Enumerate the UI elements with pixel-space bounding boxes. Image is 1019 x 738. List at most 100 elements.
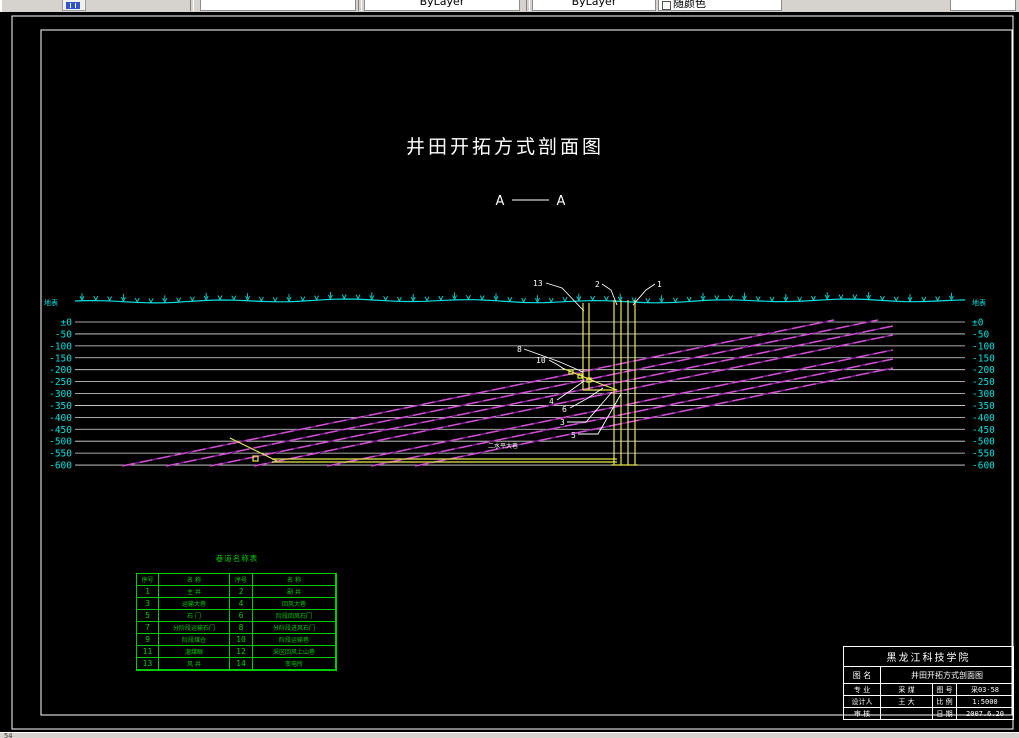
vegetation-tick xyxy=(341,294,347,300)
chamber xyxy=(568,369,574,375)
legend-name-cell: 石 门 xyxy=(159,610,230,622)
toolbar-partial-control[interactable] xyxy=(950,0,1016,11)
vegetation-tick xyxy=(355,294,361,300)
callout-leader xyxy=(632,283,656,306)
vegetation-tick xyxy=(148,298,154,304)
vegetation-tick xyxy=(810,295,816,302)
coal-seam-line xyxy=(209,325,894,467)
callout-label: 2 xyxy=(595,280,600,289)
legend-number-cell: 8 xyxy=(230,622,253,634)
drawing-no-label: 图 号 xyxy=(933,684,957,695)
vegetation-tick xyxy=(272,297,278,303)
legend-number-cell: 13 xyxy=(137,658,159,670)
vegetation-tick xyxy=(79,295,85,302)
legend-name-cell: 名 称 xyxy=(253,574,336,586)
callout-label: 3 xyxy=(560,418,565,427)
vegetation-tick xyxy=(714,295,720,301)
coal-seam-line xyxy=(121,319,835,467)
callouts: 13 2 1 8 10 46 35 xyxy=(517,279,662,440)
crosscut-incline xyxy=(561,367,618,391)
ground-surface xyxy=(74,291,966,304)
level-roadway-label: 二水平大巷 xyxy=(488,442,518,450)
vegetation-tick xyxy=(838,294,844,300)
vegetation-tick xyxy=(176,297,182,303)
elevation-label-right: -350 xyxy=(972,401,995,412)
status-bar: 54 xyxy=(0,732,1019,738)
legend-name-cell: 阶段运输巷 xyxy=(253,634,336,646)
vegetation-tick xyxy=(797,296,803,302)
vegetation-tick xyxy=(631,297,637,303)
elevation-label-left: -350 xyxy=(49,401,72,412)
vegetation-tick xyxy=(672,297,678,303)
legend-name-cell: 名 称 xyxy=(159,574,230,586)
designer-value: 王 大 xyxy=(881,696,933,707)
vegetation-tick xyxy=(327,294,333,300)
elevation-label-left: -500 xyxy=(49,437,72,448)
vegetation-tick xyxy=(300,296,306,302)
vegetation-tick xyxy=(617,296,623,302)
elevation-label-left: -550 xyxy=(49,449,72,460)
legend-name-cell: 分阶段运输石门 xyxy=(159,622,230,634)
chamber xyxy=(252,455,259,462)
date-label: 日 期 xyxy=(933,708,957,719)
vegetation-tick xyxy=(548,297,554,303)
legend-name-cell: 序号 xyxy=(230,574,253,586)
elevation-label-right: -250 xyxy=(972,377,995,388)
vegetation-tick xyxy=(107,296,113,302)
vegetation-tick xyxy=(879,295,885,302)
callout-label: 8 xyxy=(517,345,522,354)
section-mark-left: A xyxy=(496,194,505,209)
callout-label: 1 xyxy=(657,280,662,289)
vegetation-tick xyxy=(231,295,237,301)
vegetation-tick xyxy=(134,297,140,303)
elevation-label-left: -600 xyxy=(49,461,72,472)
shafts-and-roadways xyxy=(229,300,638,466)
legend-number-cell: 11 xyxy=(137,646,159,658)
vegetation-tick xyxy=(120,296,126,303)
toolbar-separator xyxy=(526,0,530,11)
elevation-grid: ±0 ±0-50 -50-100 -100-150 -150-200 -200-250 -2… xyxy=(49,318,995,472)
callout-leader xyxy=(556,380,585,401)
legend-title: 巷道名称表 xyxy=(215,554,259,563)
scale-value: 1:5000 xyxy=(972,697,998,706)
elevation-label-left: -50 xyxy=(55,329,72,340)
vegetation-tick xyxy=(534,297,540,304)
elevation-label-right: -600 xyxy=(972,461,995,472)
elevation-label-right: -550 xyxy=(972,449,995,460)
legend-number-cell: 3 xyxy=(137,598,159,610)
inner-frame xyxy=(40,29,1013,716)
callout-label: 13 xyxy=(533,279,543,288)
vegetation-tick xyxy=(479,295,485,301)
vegetation-tick xyxy=(728,295,734,301)
vegetation-tick xyxy=(314,295,320,301)
vegetation-tick xyxy=(189,296,195,302)
vegetation-tick xyxy=(410,296,416,303)
section-mark-right: A xyxy=(557,194,566,209)
legend-name-cell: 序号 xyxy=(137,574,159,586)
vegetation-tick xyxy=(769,296,775,303)
plotstyle-dropdown[interactable]: 随颜色 xyxy=(658,0,782,11)
vegetation-tick xyxy=(852,294,858,300)
linetype-dropdown[interactable]: ByLayer xyxy=(532,0,656,11)
legend-number-cell: 14 xyxy=(230,658,253,670)
callout-leader xyxy=(601,283,618,306)
vegetation-tick xyxy=(700,295,706,302)
legend-name-cell: 运输大巷 xyxy=(159,598,230,610)
callout-leader xyxy=(548,359,565,370)
elevation-label-right: -100 xyxy=(972,341,995,352)
layer-dropdown[interactable] xyxy=(200,0,356,11)
legend-number-cell: 6 xyxy=(230,610,253,622)
vegetation-tick xyxy=(562,296,568,303)
check-value xyxy=(881,708,933,719)
title-block: 黑龙江科技学院 图 名 井田开拓方式剖面图 专 业 采 煤 图 号 采03-58… xyxy=(843,646,1014,720)
elevation-label-left: -450 xyxy=(49,425,72,436)
legend-name-cell: 主 井 xyxy=(159,586,230,598)
color-dropdown[interactable]: ByLayer xyxy=(364,0,520,11)
layers-icon[interactable] xyxy=(62,0,86,11)
vegetation-tick xyxy=(162,298,168,304)
legend-number-cell: 4 xyxy=(230,598,253,610)
vegetation-tick xyxy=(921,296,927,303)
